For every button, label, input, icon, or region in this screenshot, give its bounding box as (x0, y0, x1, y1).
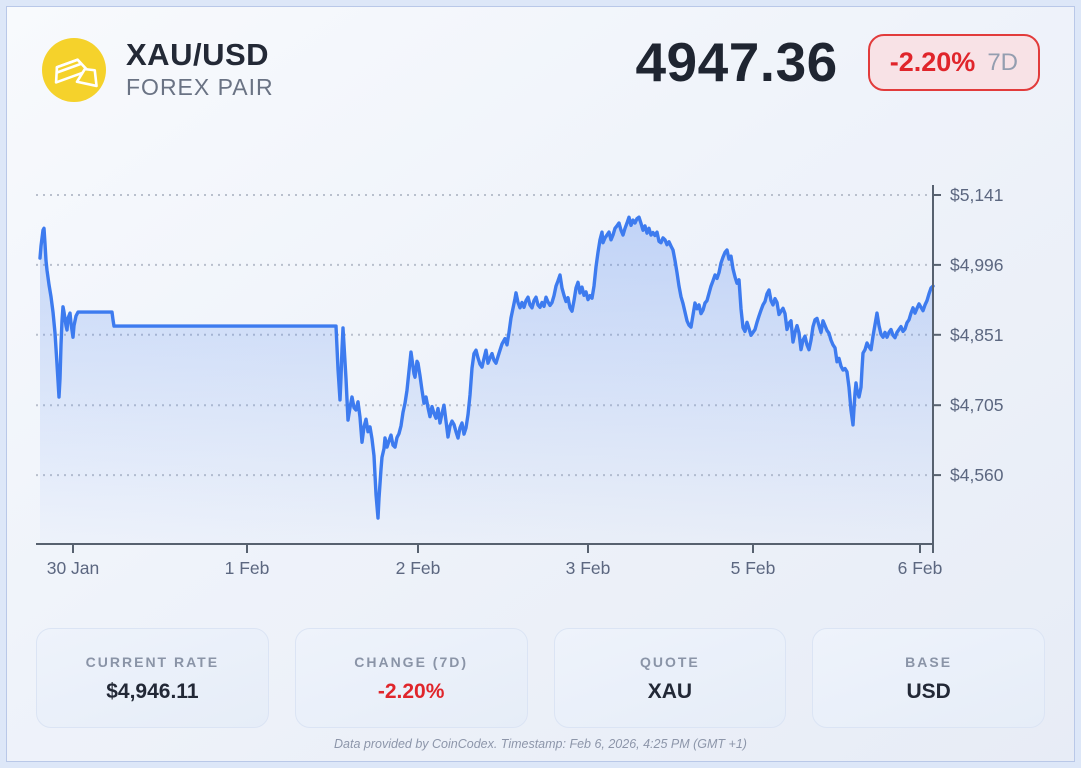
change-percent: -2.20% (889, 47, 976, 77)
x-axis-tick-label: 3 Feb (566, 558, 611, 578)
price-line (38, 215, 935, 520)
y-axis-tick-label: $4,705 (950, 395, 1004, 415)
y-axis-tick-label: $5,141 (950, 185, 1004, 205)
change-badge: -2.20% 7D (867, 34, 1040, 91)
stat-card-quote: QUOTE XAU (553, 628, 787, 728)
current-price: 4947.36 (635, 31, 838, 93)
pair-subtitle: FOREX PAIR (126, 74, 274, 101)
x-axis-tick-label: 30 Jan (47, 558, 100, 578)
stat-card-base: BASE USD (812, 628, 1045, 728)
stat-value: -2.20% (377, 680, 445, 703)
y-axis-tick-label: $4,996 (950, 255, 1004, 275)
x-axis-tick-label: 6 Feb (898, 558, 943, 578)
stat-value: $4,946.11 (106, 680, 199, 703)
pair-titles: XAU/USD FOREX PAIR (126, 36, 274, 102)
price-row: 4947.36 -2.20% 7D (635, 34, 1040, 91)
stat-label: CURRENT RATE (85, 654, 220, 670)
stat-value: XAU (647, 680, 693, 703)
stat-label: QUOTE (639, 654, 700, 670)
stats-cards: CURRENT RATE $4,946.11 CHANGE (7D) -2.20… (36, 628, 1045, 728)
stat-label: BASE (905, 654, 953, 670)
attribution-text: Data provided by CoinCodex. Timestamp: F… (334, 737, 747, 751)
stat-value: USD (906, 680, 951, 703)
pair-title: XAU/USD (126, 36, 270, 72)
y-axis-tick-label: $4,560 (950, 465, 1004, 485)
price-area-fill (40, 217, 933, 544)
x-axis-tick-label: 1 Feb (225, 558, 270, 578)
pair-header: XAU/USD FOREX PAIR (42, 38, 274, 102)
change-period-label: 7D (987, 48, 1018, 76)
stat-card-change: CHANGE (7D) -2.20% (294, 628, 528, 728)
stat-card-current-rate: CURRENT RATE $4,946.11 (36, 628, 269, 728)
x-axis-tick-label: 5 Feb (731, 558, 776, 578)
x-axis-tick-label: 2 Feb (396, 558, 441, 578)
y-axis-tick-label: $4,851 (950, 325, 1004, 345)
gold-bars-icon (42, 38, 106, 102)
stat-label: CHANGE (7D) (354, 654, 469, 670)
price-chart: $5,141 $4,996 $4,851 $4,705 $4,560 30 Jan 1 Fe… (36, 185, 1004, 578)
